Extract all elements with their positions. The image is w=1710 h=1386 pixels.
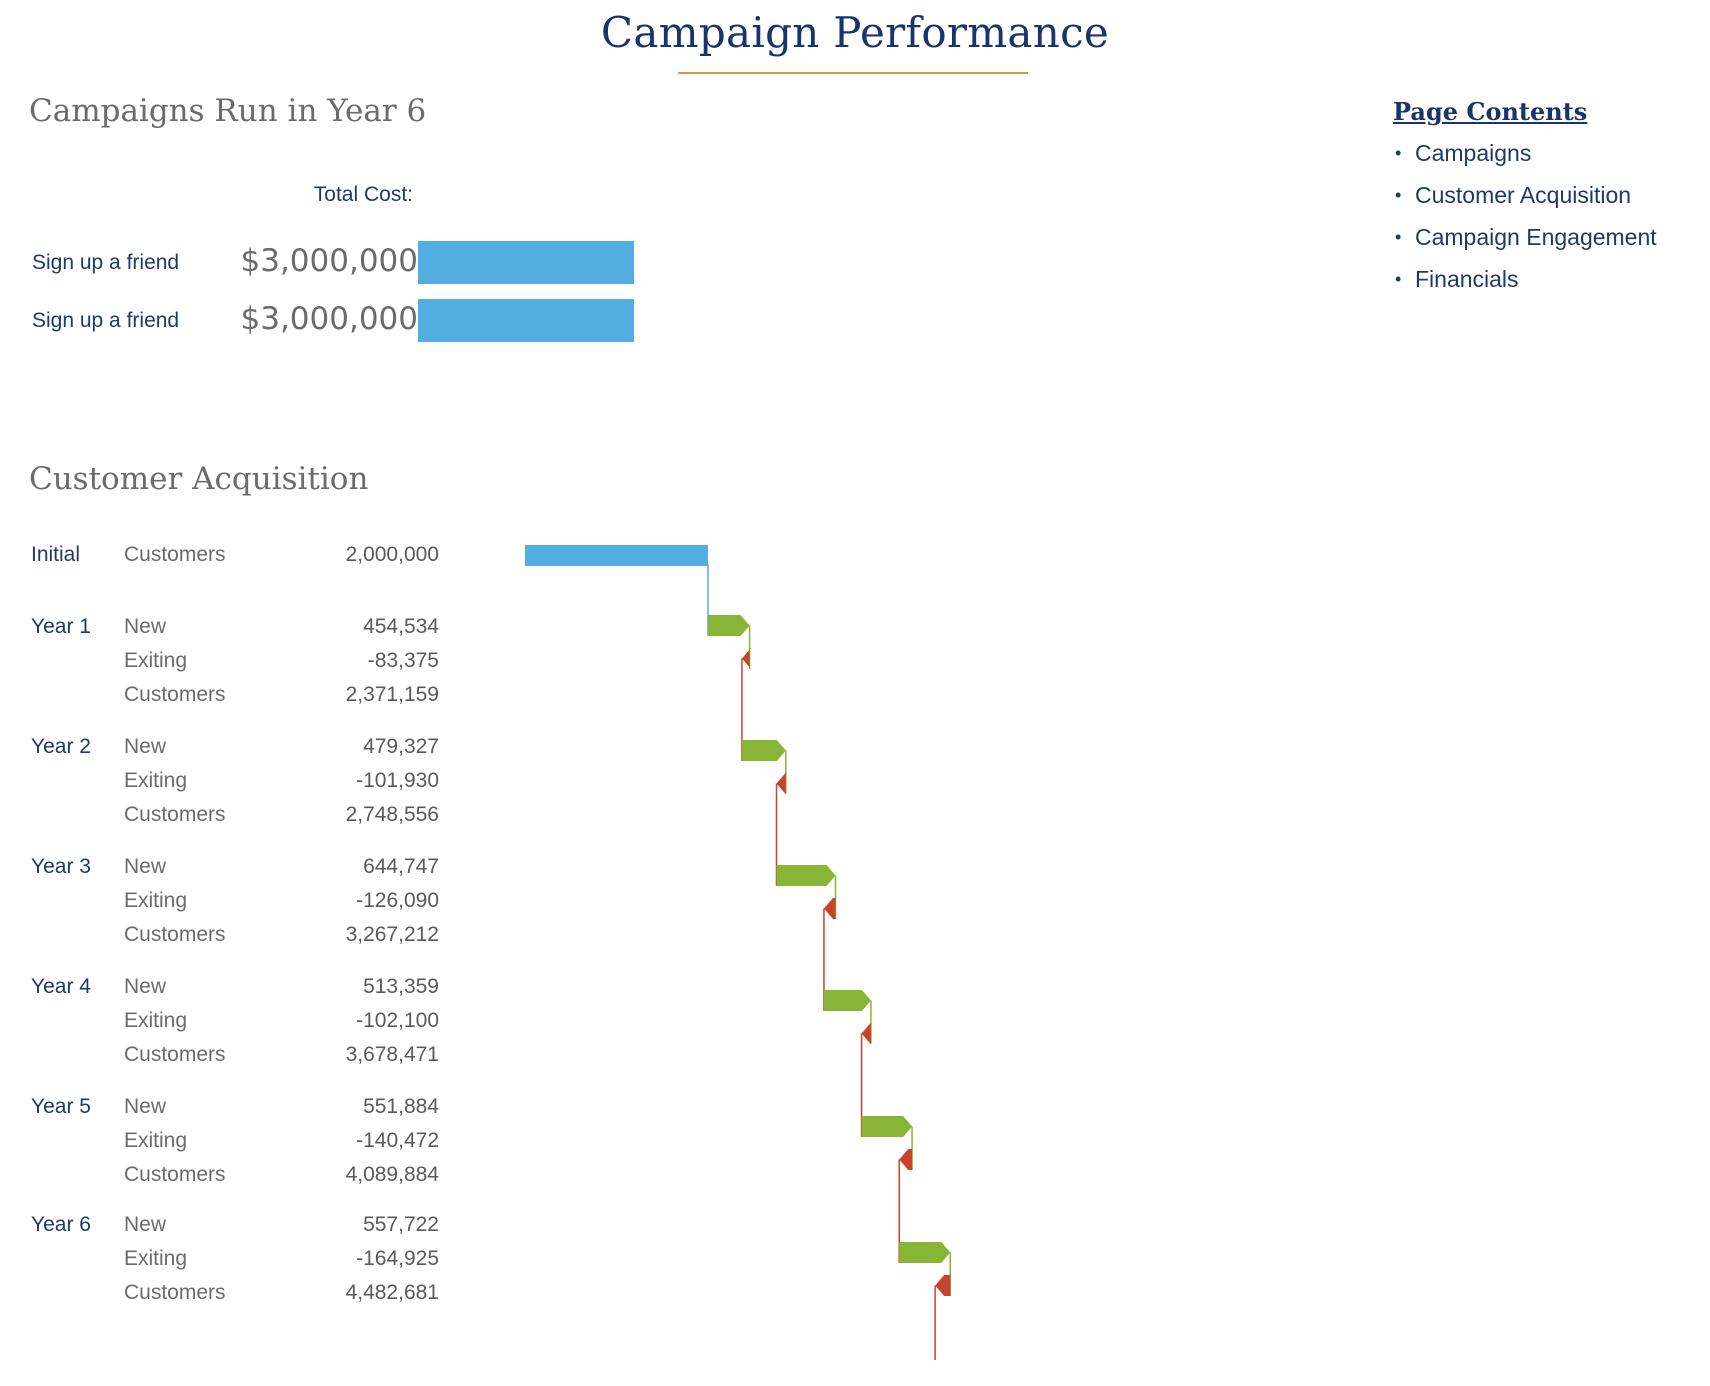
metric-label: Customers xyxy=(124,543,226,566)
metric-value: 2,371,159 xyxy=(345,683,439,706)
initial-customers-bar xyxy=(525,545,708,566)
metric-label: Exiting xyxy=(124,1009,188,1032)
metric-value: 3,267,212 xyxy=(345,923,439,946)
title-underline xyxy=(678,72,1028,74)
metric-value: 4,089,884 xyxy=(345,1163,439,1186)
metric-value: 644,747 xyxy=(363,855,439,878)
metric-label: Exiting xyxy=(124,1247,188,1270)
metric-label: New xyxy=(124,1213,167,1236)
metric-value: 2,748,556 xyxy=(345,803,439,826)
metric-value: -83,375 xyxy=(367,649,439,672)
bullet-icon: • xyxy=(1395,227,1402,247)
toc-link-campaigns[interactable]: • Campaigns xyxy=(1393,132,1693,174)
year-label: Year 6 xyxy=(31,1213,91,1236)
toc-link-label[interactable]: Campaigns xyxy=(1415,140,1532,166)
bullet-icon: • xyxy=(1395,143,1402,163)
year-label: Year 3 xyxy=(31,855,91,878)
metric-value: -102,100 xyxy=(356,1009,439,1032)
year-label: Year 2 xyxy=(31,735,91,758)
metric-label: New xyxy=(124,735,167,758)
metric-label: Customers xyxy=(124,923,226,946)
campaign-row: Sign up a friend $3,000,000 xyxy=(0,299,700,343)
toc-link-label[interactable]: Campaign Engagement xyxy=(1415,224,1657,250)
new-customers-bar xyxy=(776,865,836,886)
metric-label: Exiting xyxy=(124,769,188,792)
exiting-customers-bar xyxy=(823,898,836,919)
campaign-name: Sign up a friend xyxy=(32,251,180,274)
metric-value: -140,472 xyxy=(356,1129,439,1152)
campaign-cost-bar xyxy=(418,241,634,284)
year-label: Year 1 xyxy=(31,615,91,638)
exiting-customers-bar xyxy=(861,1023,871,1044)
exiting-customers-bar xyxy=(741,648,751,669)
campaign-cost: $3,000,000 xyxy=(240,243,419,279)
new-customers-bar xyxy=(741,740,786,761)
year-label: Initial xyxy=(31,543,81,566)
new-customers-bar xyxy=(861,1116,913,1137)
metric-label: Customers xyxy=(124,1043,226,1066)
new-customers-bar xyxy=(899,1242,951,1263)
metric-label: New xyxy=(124,615,167,638)
metric-label: New xyxy=(124,855,167,878)
year-label: Year 5 xyxy=(31,1095,91,1118)
metric-label: Exiting xyxy=(124,889,188,912)
bullet-icon: • xyxy=(1395,269,1402,289)
new-customers-bar xyxy=(823,990,871,1011)
metric-value: 551,884 xyxy=(363,1095,439,1118)
total-cost-label: Total Cost: xyxy=(313,183,413,206)
exiting-customers-bar xyxy=(899,1149,913,1170)
toc-link-label[interactable]: Financials xyxy=(1415,266,1519,292)
campaign-cost-bar xyxy=(418,299,634,342)
toc-link-customer-acquisition[interactable]: • Customer Acquisition xyxy=(1393,174,1693,216)
campaign-name: Sign up a friend xyxy=(32,309,180,332)
metric-label: Exiting xyxy=(124,1129,188,1152)
metric-value: 2,000,000 xyxy=(345,543,439,566)
exiting-customers-bar xyxy=(935,1275,951,1296)
metric-value: -101,930 xyxy=(356,769,439,792)
toc-link-label[interactable]: Customer Acquisition xyxy=(1415,182,1632,208)
new-customers-bar xyxy=(708,615,750,636)
metric-value: 513,359 xyxy=(363,975,439,998)
metric-value: 479,327 xyxy=(363,735,439,758)
metric-label: Customers xyxy=(124,803,226,826)
metric-value: -164,925 xyxy=(356,1247,439,1270)
metric-value: 3,678,471 xyxy=(345,1043,439,1066)
customer-acquisition-heading: Customer Acquisition xyxy=(29,461,369,497)
metric-label: New xyxy=(124,1095,167,1118)
page-contents-list: • Campaigns • Customer Acquisition • Campai… xyxy=(1393,132,1693,300)
metric-value: 4,482,681 xyxy=(345,1281,439,1304)
metric-label: Customers xyxy=(124,1163,226,1186)
metric-label: Exiting xyxy=(124,649,188,672)
metric-value: 557,722 xyxy=(363,1213,439,1236)
toc-link-campaign-engagement[interactable]: • Campaign Engagement xyxy=(1393,216,1693,258)
year-label: Year 4 xyxy=(31,975,91,998)
metric-label: Customers xyxy=(124,1281,226,1304)
toc-link-financials[interactable]: • Financials xyxy=(1393,258,1693,300)
metric-value: 454,534 xyxy=(363,615,439,638)
metric-label: Customers xyxy=(124,683,226,706)
campaign-cost: $3,000,000 xyxy=(240,301,419,337)
metric-value: -126,090 xyxy=(356,889,439,912)
metric-label: New xyxy=(124,975,167,998)
campaign-row: Sign up a friend $3,000,000 xyxy=(0,241,700,285)
page-contents-nav: Page Contents • Campaigns • Customer Acqui… xyxy=(1393,97,1693,300)
page-title: Campaign Performance xyxy=(600,8,1110,57)
page-contents-heading[interactable]: Page Contents xyxy=(1393,97,1588,126)
bullet-icon: • xyxy=(1395,185,1402,205)
campaigns-heading: Campaigns Run in Year 6 xyxy=(29,93,427,129)
exiting-customers-bar xyxy=(776,773,786,794)
